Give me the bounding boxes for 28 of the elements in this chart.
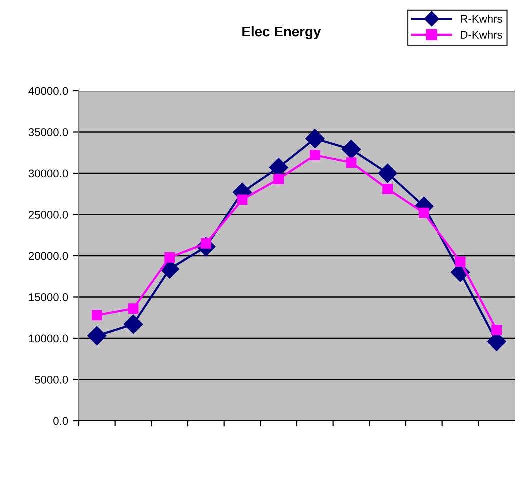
y-tick-label: 25000.0	[28, 211, 68, 219]
point	[88, 326, 107, 346]
y-tick-label: 40000.0	[28, 87, 68, 96]
y-tick-label: 10000.0	[29, 334, 68, 343]
point	[128, 304, 139, 314]
point	[237, 194, 248, 206]
y-tick-label: 0.0	[54, 417, 68, 426]
legend-label: D-Kwhrs	[461, 30, 502, 39]
y-tick-label: 5000.0	[35, 376, 68, 384]
point	[274, 174, 284, 184]
point	[92, 310, 102, 321]
point	[346, 158, 357, 168]
point	[342, 140, 362, 160]
point	[382, 184, 394, 194]
y-tick-label: 30000.0	[28, 170, 68, 178]
point	[164, 252, 176, 263]
chart-title: Elec Energy	[242, 26, 322, 40]
y-tick-label: 20000.0	[28, 252, 68, 260]
point	[124, 314, 144, 334]
point	[455, 256, 466, 267]
point	[418, 208, 430, 218]
point	[310, 150, 320, 161]
point	[378, 164, 398, 184]
point	[306, 129, 325, 148]
legend-label: R-Kwhrs	[461, 14, 502, 24]
y-tick-label: 35000.0	[28, 128, 68, 136]
y-tick-label: 15000.0	[29, 294, 68, 302]
point	[492, 325, 502, 336]
